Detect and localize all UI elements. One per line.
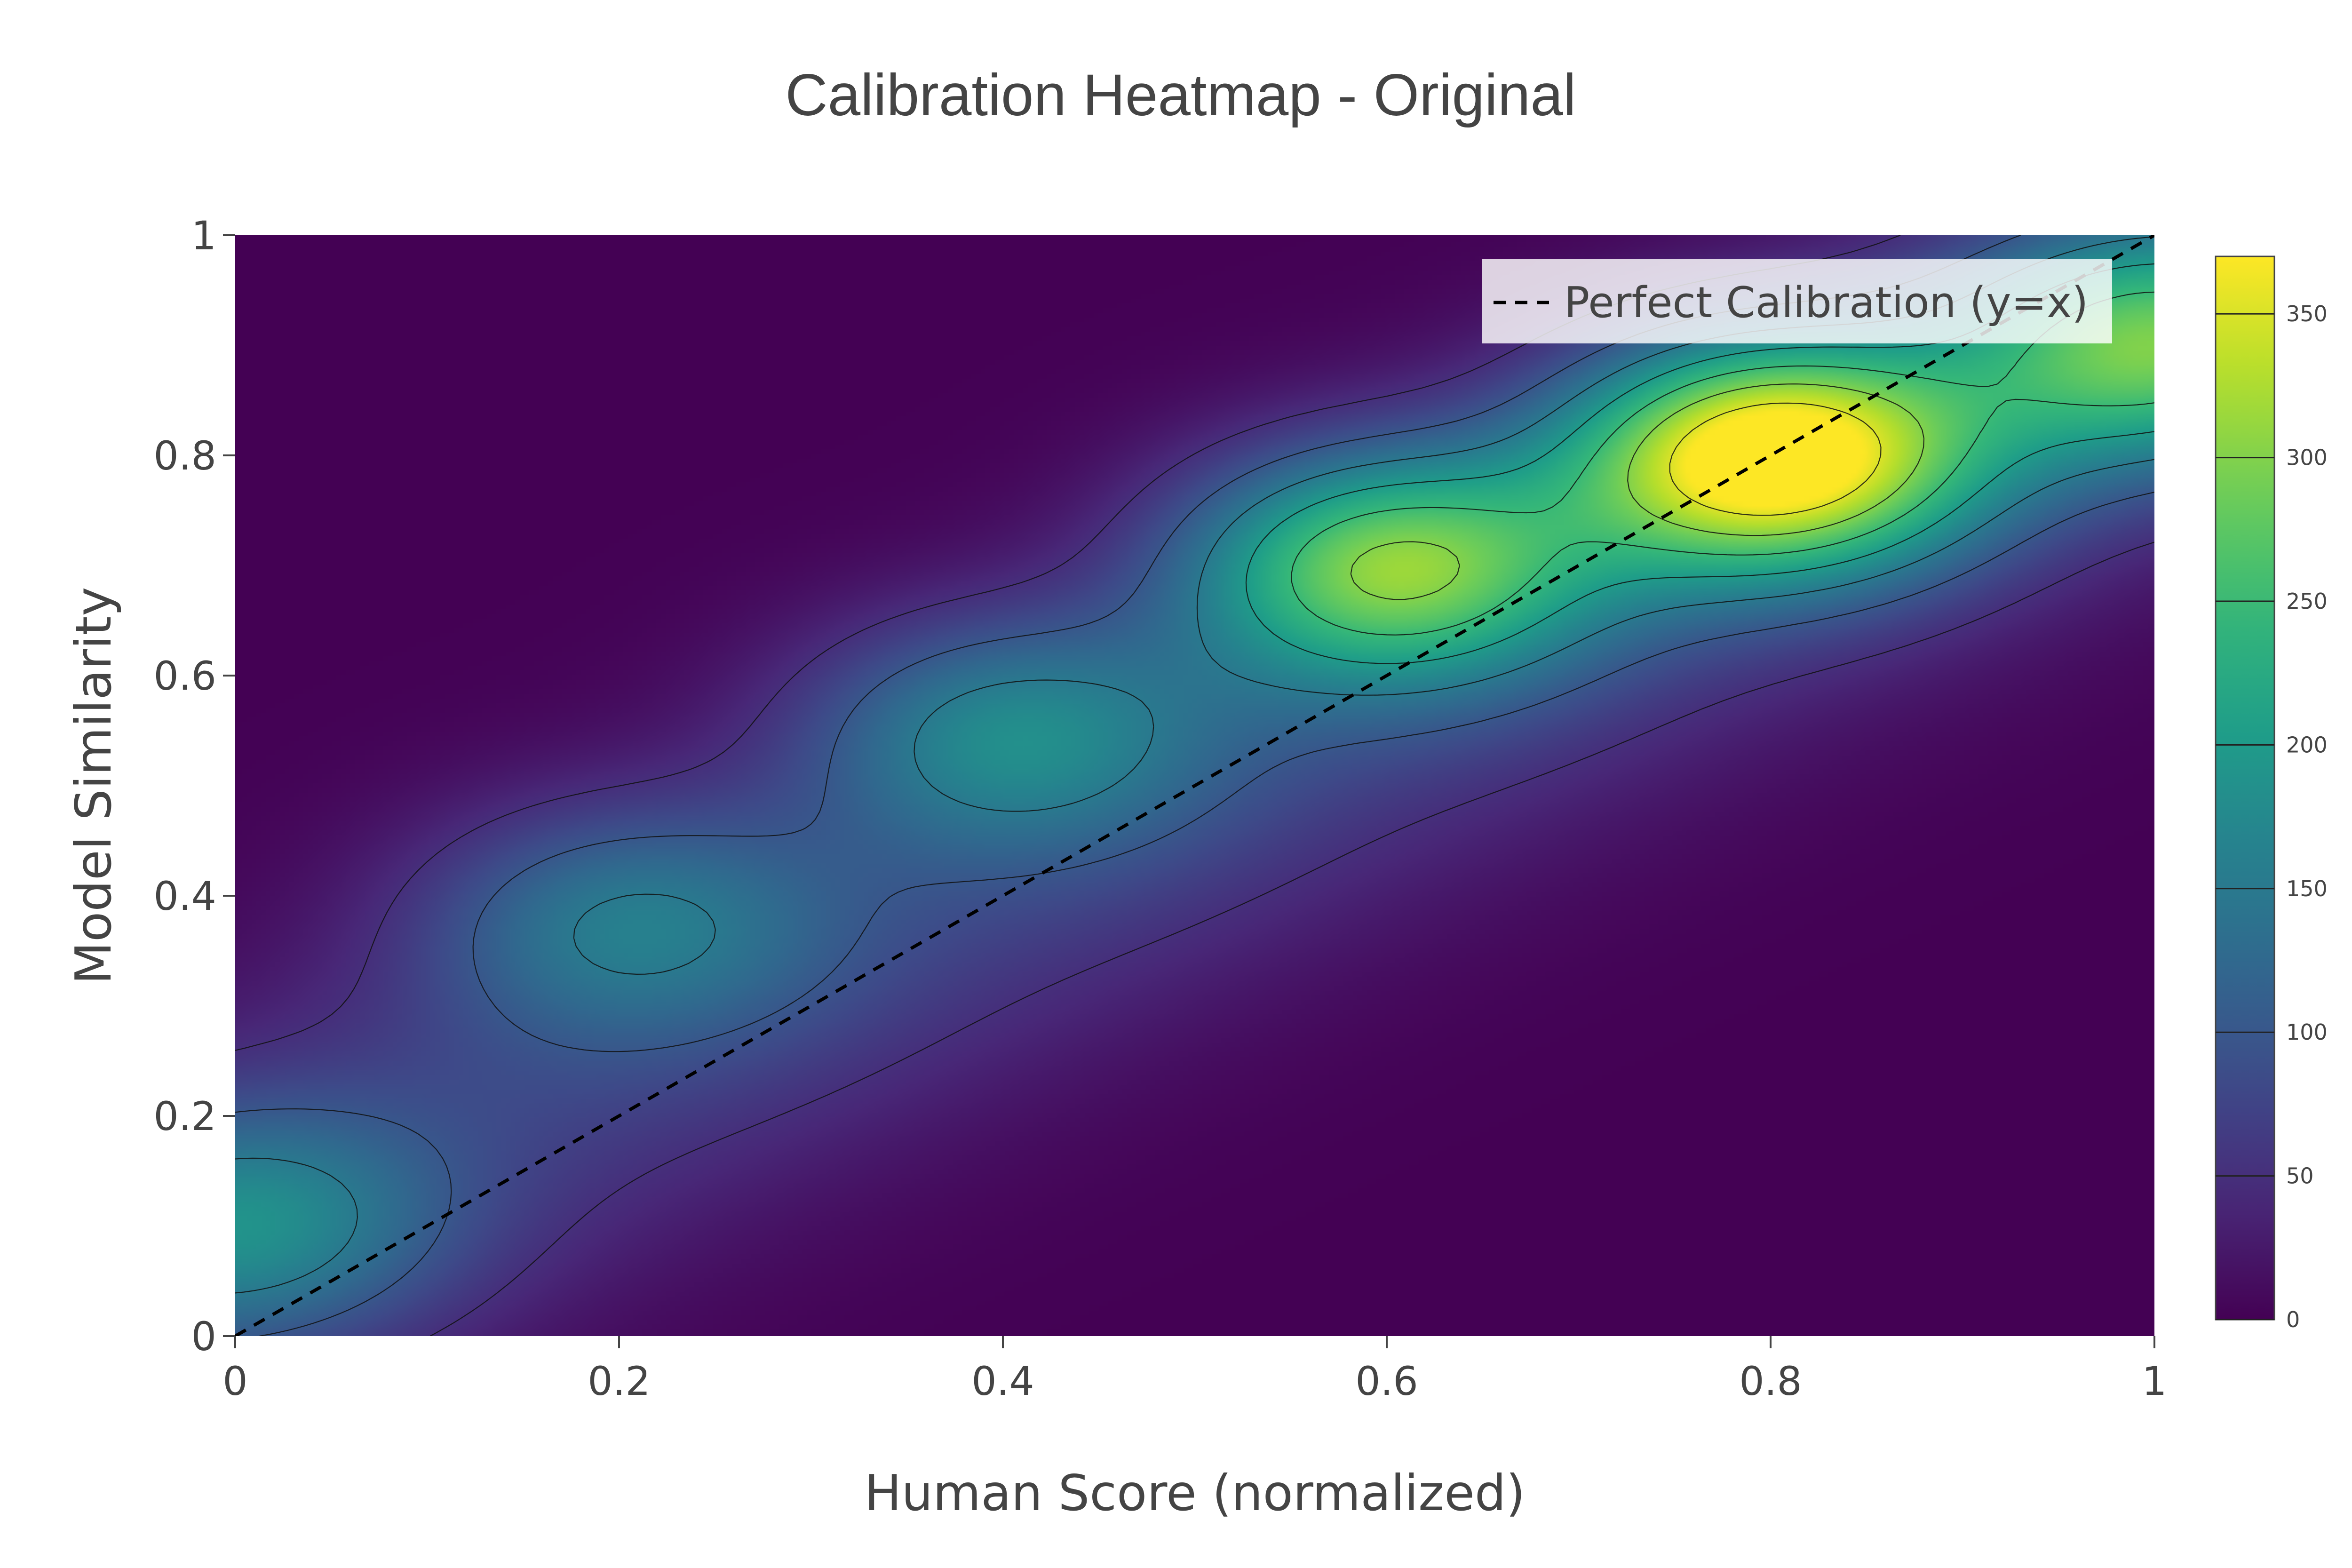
colorbar-tick-label: 50 [2286,1163,2314,1189]
contour-line-250 [1291,291,2154,636]
colorbar-tick-label: 300 [2286,445,2328,470]
legend-box [1482,259,2112,343]
y-tick-label: 0.4 [153,873,216,919]
colorbar-tick-label: 350 [2286,301,2328,326]
y-tick-label: 0.2 [153,1093,216,1139]
colorbar-tick-label: 0 [2286,1307,2300,1332]
contour-line-100 [235,235,2154,1336]
x-axis: 0 0.2 0.4 0.6 0.8 1 [222,1336,2167,1404]
colorbar-tick-label: 100 [2286,1019,2328,1045]
colorbar: 0 50 100 150 200 250 300 350 [2215,255,2328,1332]
contour-line-350 [1669,402,1882,516]
perfect-calibration-line [235,235,2154,1336]
x-tick-label: 0.4 [971,1358,1034,1404]
legend: Perfect Calibration (y=x) [1482,259,2112,343]
contour-line-300 [1350,383,1925,600]
plot-area [235,235,2154,1336]
y-tick-label: 0.6 [153,653,216,699]
colorbar-tick-label: 200 [2286,732,2328,757]
contour-lines [235,235,2154,1336]
x-tick-label: 0.6 [1355,1358,1418,1404]
y-tick-label: 1 [191,213,216,259]
contour-line-50 [235,235,2154,1336]
colorbar-ticks: 0 50 100 150 200 250 300 350 [2216,301,2328,1332]
y-axis: 0 0.2 0.4 0.6 0.8 1 [153,213,235,1360]
y-axis-title: Model Similarity [65,587,122,984]
chart-title: Calibration Heatmap - Original [785,63,1576,128]
colorbar-tick-label: 150 [2286,876,2328,901]
y-tick-label: 0 [191,1313,216,1360]
x-tick-label: 0.2 [588,1358,651,1404]
x-tick-label: 0 [222,1358,247,1404]
y-tick-label: 0.8 [153,433,216,479]
colorbar-tick-label: 250 [2286,589,2328,614]
x-axis-title: Human Score (normalized) [865,1465,1526,1522]
colorbar-gradient [2215,255,2275,1321]
legend-item-perfect-calibration: Perfect Calibration (y=x) [1564,278,2088,327]
x-tick-label: 1 [2142,1358,2167,1404]
x-tick-label: 0.8 [1739,1358,1802,1404]
